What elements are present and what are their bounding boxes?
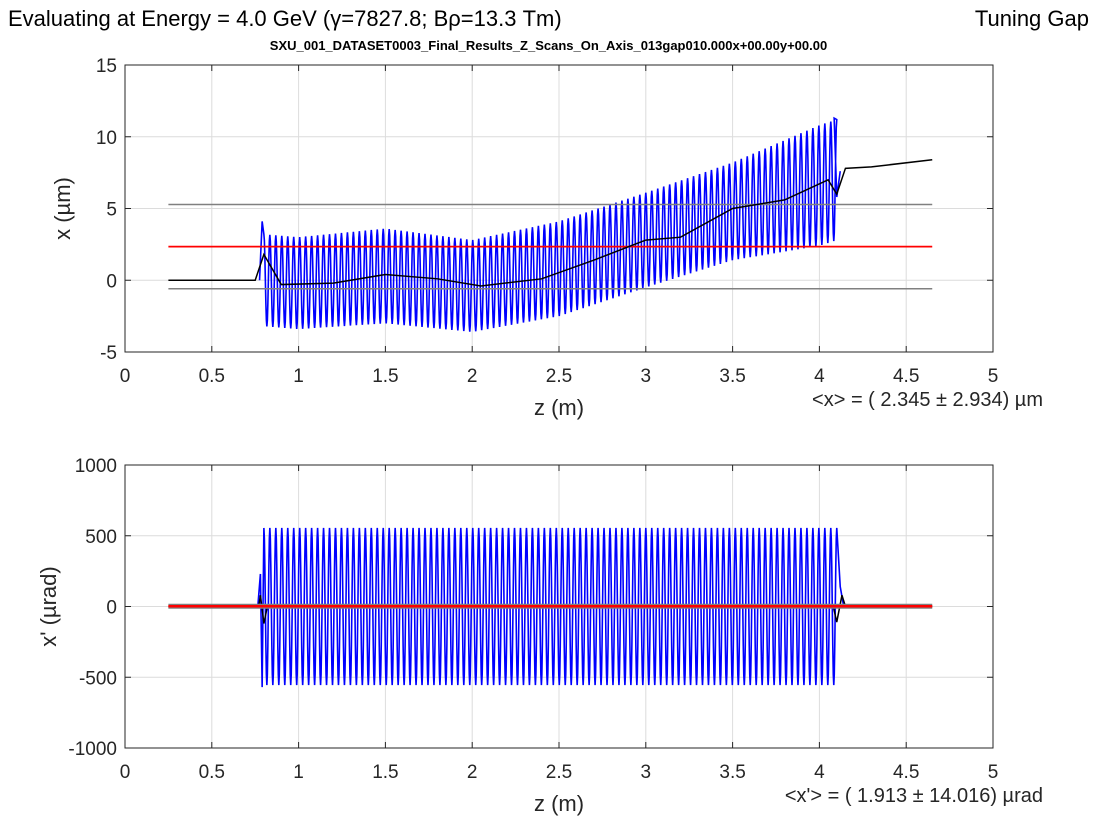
tuning-gap-label: Tuning Gap	[974, 6, 1089, 31]
x-tick-label: 2.5	[546, 366, 572, 387]
x-tick-label: 1.5	[372, 366, 398, 387]
x-axis-label: z (m)	[534, 395, 584, 420]
x-axis-label: z (m)	[534, 791, 584, 816]
y-tick-label: 0	[106, 598, 117, 619]
y-tick-label: -5	[100, 343, 117, 364]
y-tick-label: 15	[96, 56, 117, 77]
x-tick-label: 5	[988, 366, 999, 387]
y-tick-label: 1000	[75, 456, 117, 477]
x-tick-label: 2	[467, 366, 478, 387]
x-tick-label: 0.5	[199, 762, 225, 783]
plot-frame	[124, 464, 994, 749]
x-tick-label: 4	[814, 762, 825, 783]
x-tick-label: 4	[814, 366, 825, 387]
x-tick-label: 3	[641, 762, 652, 783]
trajectory-series	[168, 158, 933, 287]
x-tick-label: 5	[988, 762, 999, 783]
y-tick-label: 500	[85, 527, 117, 548]
x-tick-label: 3	[641, 366, 652, 387]
y-tick-label: -500	[79, 668, 117, 689]
x-signal-series	[258, 116, 842, 332]
x-tick-label: 4.5	[893, 762, 919, 783]
x-tick-label: 0.5	[199, 366, 225, 387]
x-tick-label: 1	[293, 762, 304, 783]
stat-summary: <x> = ( 2.345 ± 2.934) µm	[812, 389, 1043, 411]
x-tick-label: 2	[467, 762, 478, 783]
x-tick-label: 1.5	[372, 762, 398, 783]
x-tick-label: 0	[120, 762, 131, 783]
y-tick-label: -1000	[68, 739, 117, 760]
y-tick-label: 5	[106, 200, 117, 221]
plot-frame	[124, 64, 994, 353]
x-tick-label: 2.5	[546, 762, 572, 783]
energy-label: Evaluating at Energy = 4.0 GeV (γ=7827.8…	[8, 6, 562, 31]
dataset-title: SXU_001_DATASET0003_Final_Results_Z_Scan…	[269, 38, 828, 53]
x-tick-label: 3.5	[719, 366, 745, 387]
x-tick-label: 3.5	[719, 762, 745, 783]
y-axis-label: x' (µrad)	[36, 566, 61, 646]
y-axis-label: x (µm)	[50, 177, 75, 240]
x-prime-signal-series	[257, 527, 845, 688]
x-tick-label: 0	[120, 366, 131, 387]
y-tick-label: 10	[96, 128, 117, 149]
x-tick-label: 1	[293, 366, 304, 387]
y-tick-label: 0	[106, 271, 117, 292]
x-tick-label: 4.5	[893, 366, 919, 387]
stat-summary: <x'> = ( 1.913 ± 14.016) µrad	[785, 785, 1043, 807]
x-angle-plot: 0 0.5 1 1.5 2 2.5 3 3.5 4 4.5 5 -1000 -500 0 500 1000 z …	[36, 456, 1043, 816]
